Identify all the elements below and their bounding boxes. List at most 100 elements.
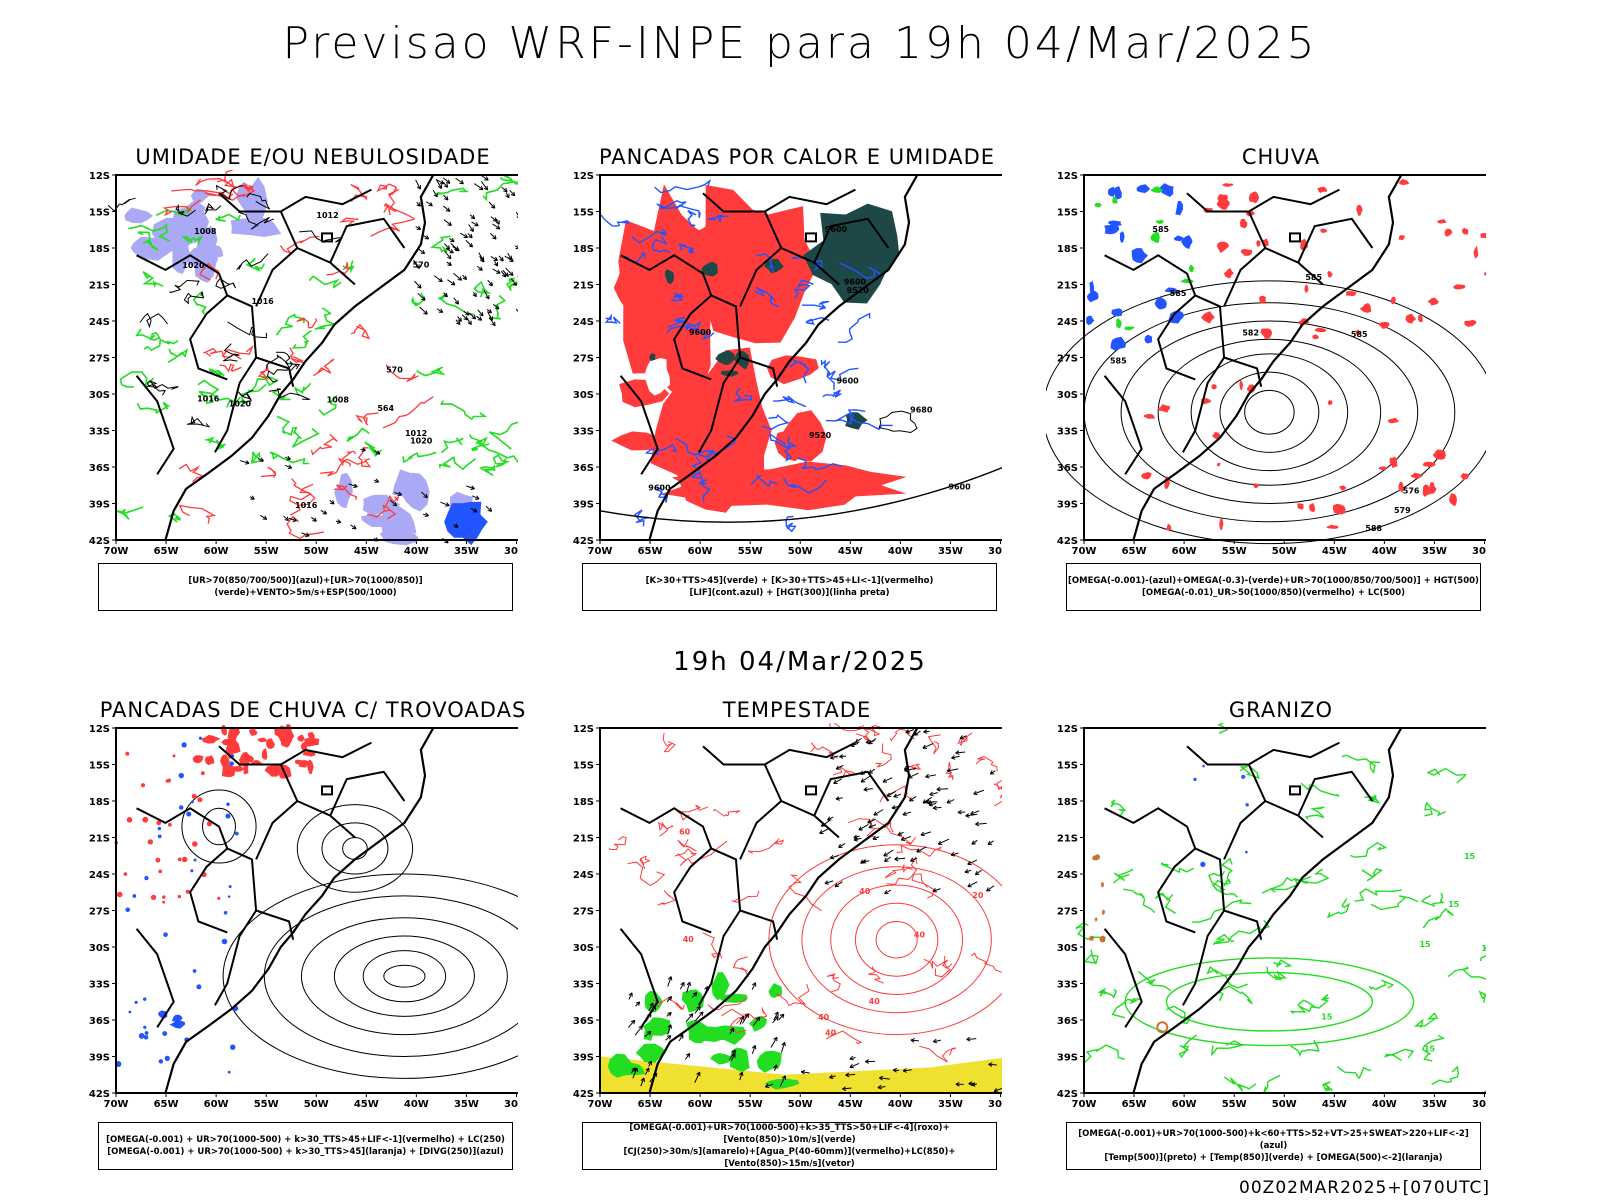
lat-tick-label: 30S [573,390,594,401]
lon-tick-label: 50W [304,546,329,557]
lif-contour [769,432,798,449]
lat-tick-label: 27S [89,354,110,365]
water-contour [674,848,698,859]
humidity-contour [478,464,496,476]
lif-contour [785,515,797,533]
wind-vector [509,189,516,197]
state-border [1157,294,1196,381]
wind-vector [770,1036,778,1048]
wind-vector-head [472,292,477,298]
temperature-contour [1424,801,1446,817]
lon-tick-label: 45W [354,1099,379,1110]
contour-label: 9520 [809,431,832,440]
wind-vector [470,507,478,513]
state-border [329,217,406,264]
wind-vector-head [495,225,501,230]
federal-district [1289,232,1301,243]
wind-vector [778,1013,785,1021]
wind-vector [884,889,892,895]
temperature-contour [1192,899,1252,923]
thickness-contour [382,396,434,429]
wind-vector-head [902,1068,907,1073]
wind-vector [507,252,512,260]
omega-area [1100,882,1104,888]
wind-vector [502,269,509,277]
wind-vector-head [450,237,455,243]
humidity-contour [468,434,490,447]
contour-label: 40 [859,887,871,896]
wind-vector-head [932,888,938,893]
lat-tick-label: 24S [89,870,110,881]
water-contour [826,1030,862,1045]
lat-tick-label: 27S [1057,907,1078,918]
storm-cell [168,822,172,827]
rain-area [1240,248,1253,256]
wind-vector-head [842,1086,847,1092]
wind-vector [858,824,869,831]
lif-contour [707,214,729,223]
federal-district [321,785,333,796]
wind-vector [426,201,433,207]
streamline [202,807,236,846]
water-contour [826,973,841,993]
rain-area [1398,235,1405,241]
wind-vector-head [987,840,993,845]
divergence-cell [144,1031,149,1035]
lat-tick-label: 42S [1057,1089,1078,1100]
water-contour [975,756,998,772]
wind-vector-head [781,1075,787,1080]
omega-area [1124,326,1135,331]
rain-area [1473,245,1479,259]
omega-area [1112,196,1118,204]
wind-vector-head [516,216,518,219]
omega-area [1167,310,1184,324]
humidity-contour [436,187,469,195]
divergence-cell [191,800,194,804]
humidity-contour [181,235,203,245]
humidity-contour [488,294,507,320]
hgt-contour [878,410,918,434]
wind-vector-head [424,235,430,240]
contour-label: 1020 [410,436,433,445]
wind-vector-head [445,179,451,184]
wind-vector [394,492,402,496]
wind-vector-head [515,245,518,250]
lat-tick-label: 18S [1057,797,1078,808]
wind-vector-head [819,829,824,835]
state-border [218,741,372,766]
lat-tick-label: 21S [573,834,594,845]
wind-vector-head [450,281,456,286]
thickness-contour [203,347,226,359]
lon-tick-label: 65W [1122,546,1147,557]
temperature-contour [1447,966,1486,980]
lat-tick-label: 27S [573,907,594,918]
contour-label: 1012 [316,211,338,220]
contour-label: 582 [1242,329,1259,338]
streamline [321,822,389,875]
temperature-contour [1420,892,1445,908]
water-contour [729,1014,750,1034]
panel-title: GRANIZO [1228,698,1334,722]
temperature-contour [1478,990,1486,1003]
storm-cell [162,895,166,899]
divergence-cell [157,834,162,839]
thickness-contour [289,478,312,505]
wind-vector [515,211,518,217]
humidity-contour [116,506,144,520]
wind-vector [373,450,381,455]
wind-vector-head [478,185,484,191]
lon-tick-label: 50W [1272,546,1297,557]
wind-area [748,1015,767,1032]
temperature-contour [1123,888,1156,914]
omega-area [1131,248,1148,264]
humidity-area [124,207,154,224]
state-border [619,928,659,1028]
wind-vector-head [860,859,865,864]
lat-tick-label: 36S [1057,463,1078,474]
rain-area [1453,284,1466,290]
wind-vector [510,278,517,286]
wind-vector-head [455,247,460,252]
lif-contour [793,279,814,299]
lat-tick-label: 12S [1057,171,1078,182]
wind-vector [443,250,452,260]
